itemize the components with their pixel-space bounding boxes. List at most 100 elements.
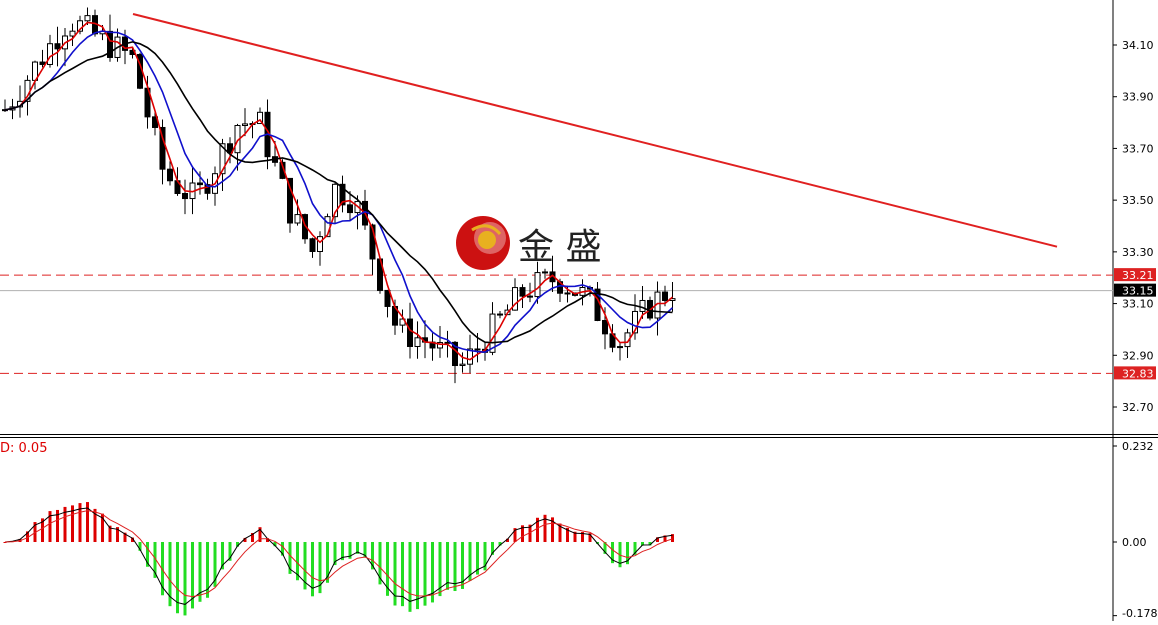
histogram-bar bbox=[656, 537, 659, 542]
candle-body bbox=[339, 183, 346, 206]
histogram-bar bbox=[318, 542, 322, 594]
candle-body bbox=[227, 143, 233, 154]
candle-body bbox=[257, 111, 263, 125]
current-price-tag-box bbox=[1114, 283, 1156, 297]
histogram-bar bbox=[3, 542, 7, 543]
candle-body bbox=[369, 224, 376, 260]
histogram-bar bbox=[168, 542, 172, 607]
indicator-axis-ticks: 0.232 0.00 -0.178 bbox=[1113, 440, 1157, 620]
histogram-bar bbox=[311, 542, 314, 597]
histogram-bar bbox=[78, 503, 82, 542]
price-tick-label: 33.70 bbox=[1122, 142, 1154, 155]
candle-body bbox=[204, 184, 211, 194]
price-tick-label: 32.70 bbox=[1122, 401, 1154, 414]
candle-body bbox=[602, 319, 608, 335]
histogram-bar bbox=[408, 542, 412, 612]
histogram-bar bbox=[146, 542, 149, 567]
candle-body bbox=[437, 342, 443, 349]
candle-body bbox=[197, 182, 203, 186]
macd-histogram bbox=[3, 502, 674, 616]
logo-watermark: 金 盛 bbox=[456, 216, 601, 270]
histogram-bar bbox=[63, 506, 67, 542]
price-tick-label: 33.90 bbox=[1122, 91, 1154, 104]
resistance-trendline[interactable] bbox=[132, 13, 1058, 248]
price-axis-ticks: 34.10 33.90 33.70 33.50 33.30 33.10 32.90 32.70 bbox=[1113, 39, 1154, 414]
price-tick-label: 33.10 bbox=[1122, 298, 1154, 311]
histogram-bar bbox=[641, 542, 644, 546]
candle-body bbox=[632, 310, 638, 334]
candle-body bbox=[542, 271, 548, 274]
candle-body bbox=[444, 341, 451, 344]
candle-body bbox=[159, 126, 166, 170]
histogram-bar bbox=[528, 524, 532, 542]
histogram-bar bbox=[281, 542, 284, 556]
candle-body bbox=[107, 30, 113, 58]
histogram-bar bbox=[386, 542, 389, 596]
candle-body bbox=[317, 236, 323, 252]
histogram-bar bbox=[603, 542, 607, 554]
candle-body bbox=[47, 43, 53, 65]
histogram-bar bbox=[581, 532, 584, 542]
logo-globe-icon bbox=[456, 216, 510, 270]
histogram-bar bbox=[461, 542, 464, 589]
candle-body bbox=[309, 238, 316, 252]
resistance-price-tag-box bbox=[1114, 268, 1156, 282]
histogram-bar bbox=[101, 513, 104, 542]
histogram-bar bbox=[33, 522, 37, 542]
histogram-bar bbox=[116, 527, 119, 542]
histogram-bar bbox=[633, 542, 637, 555]
candle-body bbox=[384, 289, 391, 307]
histogram-bar bbox=[626, 542, 629, 565]
histogram-bar bbox=[251, 533, 254, 542]
histogram-bar bbox=[491, 542, 494, 555]
indicator-tick-label: 0.00 bbox=[1122, 536, 1147, 549]
histogram-bar bbox=[468, 542, 472, 581]
histogram-bar bbox=[536, 517, 539, 542]
candle-body bbox=[414, 337, 421, 347]
histogram-bar bbox=[438, 542, 442, 597]
histogram-bar bbox=[131, 537, 134, 542]
histogram-bar bbox=[378, 542, 382, 585]
histogram-bar bbox=[288, 542, 292, 574]
histogram-bar bbox=[671, 534, 674, 542]
candle-body bbox=[84, 15, 91, 22]
candle-body bbox=[407, 318, 413, 347]
candle-body bbox=[279, 161, 286, 179]
logo-text: 金 盛 bbox=[518, 227, 601, 268]
histogram-bar bbox=[356, 542, 359, 554]
support-price-tag-box bbox=[1114, 366, 1156, 380]
histogram-bar bbox=[573, 531, 577, 542]
candle-body bbox=[639, 299, 646, 312]
price-tick-label: 32.90 bbox=[1122, 349, 1154, 362]
histogram-bar bbox=[206, 542, 209, 598]
histogram-bar bbox=[333, 542, 337, 566]
candle-body bbox=[39, 61, 46, 65]
histogram-bar bbox=[543, 514, 547, 542]
histogram-bar bbox=[48, 511, 52, 542]
histogram-bar bbox=[303, 542, 307, 590]
histogram-bar bbox=[123, 532, 127, 542]
histogram-bar bbox=[71, 505, 74, 542]
histogram-bar bbox=[431, 542, 434, 603]
signal-line bbox=[4, 510, 673, 598]
histogram-bar bbox=[41, 518, 44, 542]
histogram-bar bbox=[296, 542, 299, 581]
candle-body bbox=[294, 214, 301, 224]
candle-body bbox=[54, 43, 61, 50]
candle-body bbox=[459, 363, 466, 367]
resistance-price-tag: 33.21 bbox=[1122, 269, 1154, 282]
candle-body bbox=[242, 123, 248, 126]
current-price-tag: 33.15 bbox=[1122, 285, 1154, 298]
candle-body bbox=[287, 177, 293, 224]
histogram-bar bbox=[221, 542, 224, 570]
histogram-bar bbox=[483, 542, 487, 571]
histogram-bar bbox=[611, 542, 614, 564]
histogram-bar bbox=[258, 527, 262, 542]
histogram-bar bbox=[56, 509, 59, 542]
moving-averages bbox=[4, 21, 674, 361]
candle-body bbox=[662, 291, 668, 301]
candle-body bbox=[534, 272, 541, 298]
